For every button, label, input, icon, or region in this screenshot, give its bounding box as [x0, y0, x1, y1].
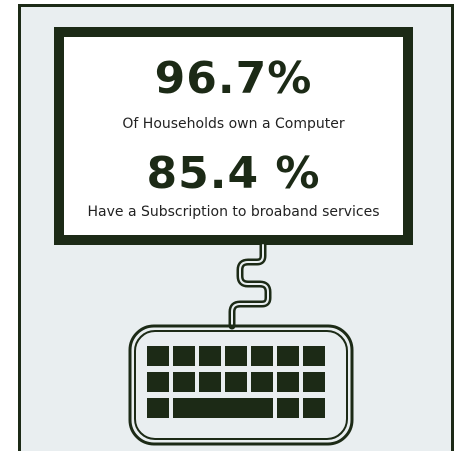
stat-computer-label: Of Households own a Computer	[122, 116, 345, 132]
stat-computer-value: 96.7%	[154, 53, 313, 104]
monitor-screen: 96.7% Of Households own a Computer 85.4 …	[64, 37, 403, 235]
stat-broadband-value: 85.4 %	[146, 148, 321, 199]
stat-broadband-label: Have a Subscription to broaband services	[87, 204, 380, 220]
monitor-icon: 96.7% Of Households own a Computer 85.4 …	[54, 27, 413, 245]
keyboard-icon	[128, 324, 354, 446]
